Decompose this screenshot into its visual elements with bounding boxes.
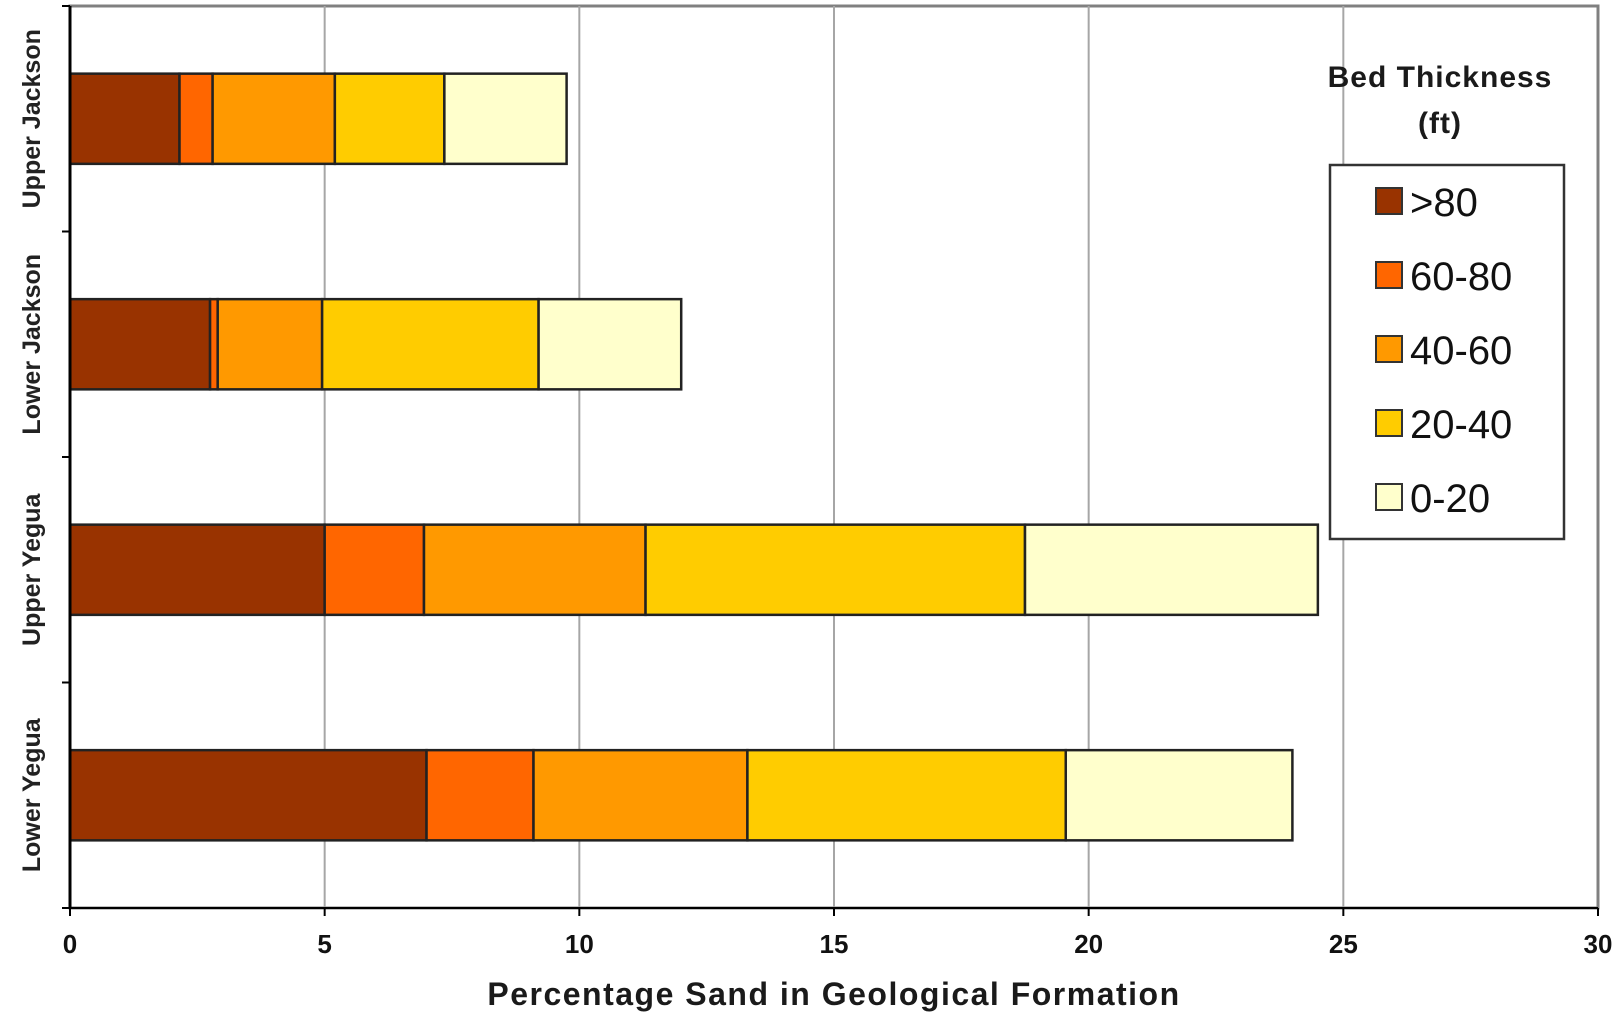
category-labels: Upper Jackson Lower Jackson Upper Yegua Low… xyxy=(18,29,46,872)
x-tick-label: 5 xyxy=(317,929,331,959)
bar-segment xyxy=(1023,523,1320,617)
bar-segment xyxy=(1064,748,1294,842)
x-tick-label: 30 xyxy=(1584,929,1613,959)
bar-segment xyxy=(422,523,647,617)
legend-title-unit: (ft) xyxy=(1418,107,1462,140)
bar-segment xyxy=(178,72,214,166)
bar-segment xyxy=(68,297,212,391)
bar-segment xyxy=(68,748,428,842)
legend-label: 60-80 xyxy=(1410,255,1512,299)
legend-label: 20-40 xyxy=(1410,403,1512,447)
legend-label: 0-20 xyxy=(1410,477,1490,521)
legend-swatch xyxy=(1375,409,1403,437)
legend-box xyxy=(1328,163,1566,541)
bar-segment xyxy=(323,523,426,617)
bar-segment xyxy=(425,748,535,842)
x-axis-title: Percentage Sand in Geological Formation xyxy=(487,976,1180,1012)
bar-segment xyxy=(443,72,568,166)
bar-segment xyxy=(333,72,446,166)
legend-swatch xyxy=(1375,261,1403,289)
legend: Bed Thickness (ft) >80 60-80 40-60 20-40 0-2… xyxy=(1328,61,1566,541)
bar-segments xyxy=(68,72,1320,842)
bar-segment xyxy=(537,297,683,391)
bar-segment xyxy=(211,72,337,166)
legend-title: Bed Thickness xyxy=(1328,61,1553,94)
bar-segment xyxy=(320,297,540,391)
bar-segment xyxy=(68,523,326,617)
category-label: Lower Jackson xyxy=(18,254,46,435)
legend-swatch xyxy=(1375,483,1403,511)
bar-segment xyxy=(68,72,181,166)
legend-label: >80 xyxy=(1410,181,1478,225)
x-tick-label: 0 xyxy=(63,929,77,959)
category-label: Lower Yegua xyxy=(18,717,46,872)
x-tick-label: 25 xyxy=(1329,929,1358,959)
x-tick-label: 15 xyxy=(820,929,849,959)
category-label: Upper Yegua xyxy=(18,492,46,645)
axis-ticks: 0 5 10 15 20 25 30 xyxy=(62,5,1613,959)
category-label: Upper Jackson xyxy=(18,29,46,208)
legend-items: >80 60-80 40-60 20-40 0-20 xyxy=(1375,181,1512,521)
x-tick-label: 20 xyxy=(1074,929,1103,959)
x-tick-label: 10 xyxy=(565,929,594,959)
bar-segment xyxy=(746,748,1067,842)
legend-swatch xyxy=(1375,335,1403,363)
bar-segment xyxy=(644,523,1027,617)
legend-swatch xyxy=(1375,187,1403,215)
bar-segment xyxy=(216,297,324,391)
legend-label: 40-60 xyxy=(1410,329,1512,373)
bar-segment xyxy=(532,748,749,842)
